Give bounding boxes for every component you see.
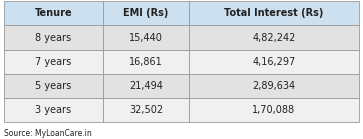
- Bar: [4, 74, 103, 98]
- Bar: [103, 1, 189, 25]
- Bar: [189, 25, 359, 50]
- Text: Tenure: Tenure: [34, 8, 72, 18]
- Bar: [4, 50, 103, 74]
- Bar: [103, 74, 189, 98]
- Text: 4,82,242: 4,82,242: [252, 33, 296, 43]
- Bar: [4, 98, 103, 122]
- Text: 7 years: 7 years: [35, 57, 72, 67]
- Text: 15,440: 15,440: [129, 33, 163, 43]
- Text: Source: MyLoanCare.in: Source: MyLoanCare.in: [4, 129, 91, 138]
- Text: 16,861: 16,861: [129, 57, 163, 67]
- Bar: [103, 50, 189, 74]
- Text: EMI (Rs): EMI (Rs): [123, 8, 169, 18]
- Bar: [103, 98, 189, 122]
- Text: 3 years: 3 years: [35, 105, 72, 115]
- Bar: [4, 1, 103, 25]
- Text: 32,502: 32,502: [129, 105, 163, 115]
- Text: Total Interest (Rs): Total Interest (Rs): [224, 8, 324, 18]
- Text: 8 years: 8 years: [35, 33, 72, 43]
- Text: 4,16,297: 4,16,297: [252, 57, 295, 67]
- Text: 21,494: 21,494: [129, 81, 163, 91]
- Bar: [4, 25, 103, 50]
- Text: 5 years: 5 years: [35, 81, 72, 91]
- Bar: [189, 74, 359, 98]
- Text: 2,89,634: 2,89,634: [252, 81, 295, 91]
- Bar: [189, 98, 359, 122]
- Bar: [189, 1, 359, 25]
- Bar: [103, 25, 189, 50]
- Bar: [189, 50, 359, 74]
- Text: 1,70,088: 1,70,088: [252, 105, 295, 115]
